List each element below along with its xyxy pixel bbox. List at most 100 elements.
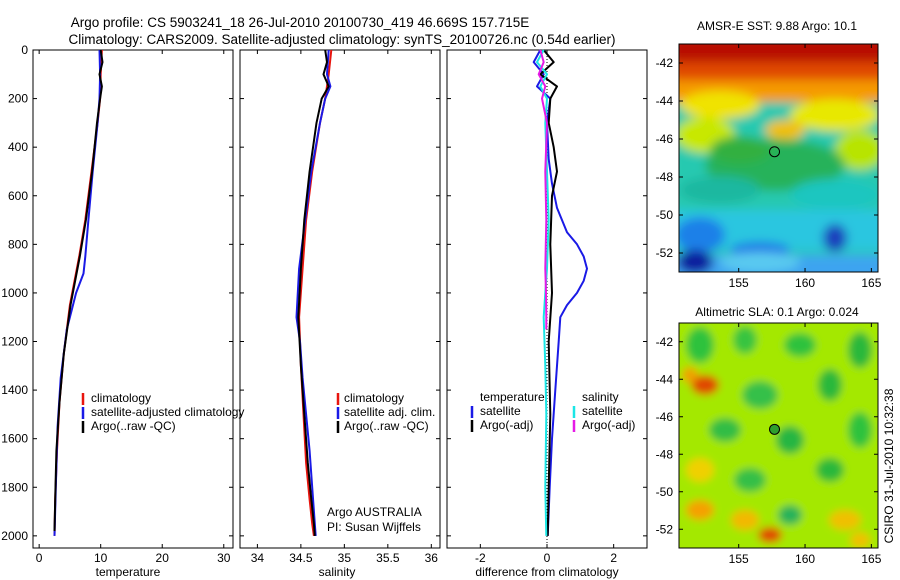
temperature-x-label: temperature [96,565,161,579]
lat-tick-label: -46 [656,410,674,424]
sst-map-title: AMSR-E SST: 9.88 Argo: 10.1 [697,19,857,33]
salinity-series [295,49,333,537]
lat-tick-label: -42 [656,56,674,70]
x-tick-label: 30 [217,551,231,565]
difference-x-ticks: -2 0 2 [475,50,617,565]
series-line-satellite [295,49,332,536]
x-tick-label: 35 [338,551,352,565]
x-tick-label: 36 [425,551,439,565]
temperature-panel: 0 200 400 600 800 1000 1200 1400 1600 1800 2000 0 1… [1,43,244,579]
legend-label-argo: Argo(..raw -QC) [344,419,429,433]
temperature-x-ticks: 0 10 20 30 [36,50,231,565]
x-tick-label: 34.5 [289,551,313,565]
lat-tick-label: -44 [656,372,674,386]
lon-tick-label: 160 [795,552,815,566]
series-line-argo [297,49,330,536]
legend-label-temp-satellite: satellite [480,404,521,418]
salinity-panel: 34 34.5 35 35.5 36 salinity climatology sate… [239,49,441,579]
legend-title-temperature: temperature [480,390,545,404]
sla-map-title: Altimetric SLA: 0.1 Argo: 0.024 [695,305,859,319]
legend-label-satellite-adjusted: satellite-adjusted climatology [91,405,244,419]
lat-tick-label: -50 [656,485,674,499]
difference-series [532,49,588,536]
x-tick-label: 2 [610,551,617,565]
lat-tick-label: -48 [656,170,674,184]
lat-tick-label: -46 [656,132,674,146]
lat-tick-label: -44 [656,94,674,108]
legend-label-temp-argo: Argo(-adj) [480,418,533,432]
depth-tick-label: 400 [8,140,28,154]
depth-tick-label: 2000 [1,529,28,543]
figure-title-line1: Argo profile: CS 5903241_18 26-Jul-2010 … [71,15,530,30]
lat-tick-label: -52 [656,246,674,260]
legend-title-salinity: salinity [582,390,619,404]
lon-tick-label: 155 [729,552,749,566]
x-tick-label: 20 [156,551,170,565]
difference-x-label: difference from climatology [475,565,618,579]
sla-map-frame [678,322,879,549]
x-tick-label: 0 [544,551,551,565]
argo-location-marker [769,146,781,158]
x-tick-label: -2 [475,551,486,565]
legend-label-climatology: climatology [344,391,404,405]
depth-tick-label: 1400 [1,383,28,397]
argo-location-marker [769,423,781,435]
legend-label-climatology: climatology [91,391,151,405]
temperature-plot-frame [32,49,234,549]
depth-tick-label: 1600 [1,432,28,446]
legend-label-argo: Argo(..raw -QC) [91,419,176,433]
series-line-climatology [298,49,333,537]
temperature-legend: climatology satellite-adjusted climatolo… [81,391,244,433]
sst-map-frame [678,43,879,273]
series-line-climatology [53,49,103,536]
depth-tick-label: 1200 [1,335,28,349]
depth-tick-label: 800 [8,237,28,251]
salinity-depth-ticks [240,49,440,537]
depth-tick-label: 200 [8,92,28,106]
difference-legend: temperature satellite Argo(-adj) salinit… [470,390,635,432]
x-tick-label: 0 [36,551,43,565]
lat-tick-label: -42 [656,335,674,349]
sst-map-image [679,44,878,272]
difference-depth-ticks [447,49,647,537]
depth-tick-label: 1000 [1,286,28,300]
temperature-depth-ticks: 0 200 400 600 800 1000 1200 1400 1600 1800 2000 [1,43,233,543]
series-line-argo [53,49,104,532]
sla-map-panel: Altimetric SLA: 0.1 Argo: 0.024 [656,305,882,566]
depth-tick-label: 0 [21,43,28,57]
lat-tick-label: -48 [656,447,674,461]
lon-tick-label: 160 [795,276,815,290]
float-note-line1: Argo AUSTRALIA [327,505,422,519]
difference-panel: -2 0 2 difference from climatology tempera… [446,49,648,579]
legend-label-satellite-adj: satellite adj. clim. [344,405,435,419]
sst-map-panel: AMSR-E SST: 9.88 Argo: 10.1 [656,19,882,290]
lon-tick-label: 155 [729,276,749,290]
legend-label-sal-satellite: satellite [582,404,623,418]
sst-map-axis-ticks: 155 160 165 -42 -44 -46 -48 -50 -52 [656,44,882,290]
float-note-line2: PI: Susan Wijffels [327,520,421,534]
figure-title-line2: Climatology: CARS2009. Satellite-adjuste… [68,32,615,47]
sla-argo-location-marker [769,423,781,435]
side-timestamp-label: CSIRO 31-Jul-2010 10:32:38 [882,388,896,543]
lat-tick-label: -52 [656,522,674,536]
x-tick-label: 10 [94,551,108,565]
series-line-argo [539,49,558,536]
salinity-plot-frame [239,49,441,549]
lon-tick-label: 165 [861,276,881,290]
depth-tick-label: 1800 [1,480,28,494]
x-tick-label: 34 [251,551,265,565]
sst-argo-location-marker [769,146,781,158]
salinity-x-ticks: 34 34.5 35 35.5 36 [251,50,439,565]
series-line-salinity_argo [537,49,548,330]
sla-map-axis-ticks: 155 160 165 -42 -44 -46 -48 -50 -52 [656,323,882,566]
sla-map-image [679,323,878,548]
lat-tick-label: -50 [656,208,674,222]
temperature-series [53,49,104,536]
salinity-legend: climatology satellite adj. clim. Argo(..… [336,391,435,433]
series-line-salinity_satellite [536,49,550,536]
legend-label-sal-argo: Argo(-adj) [582,418,635,432]
series-line-satellite [532,49,588,536]
x-tick-label: 35.5 [376,551,400,565]
lon-tick-label: 165 [861,552,881,566]
